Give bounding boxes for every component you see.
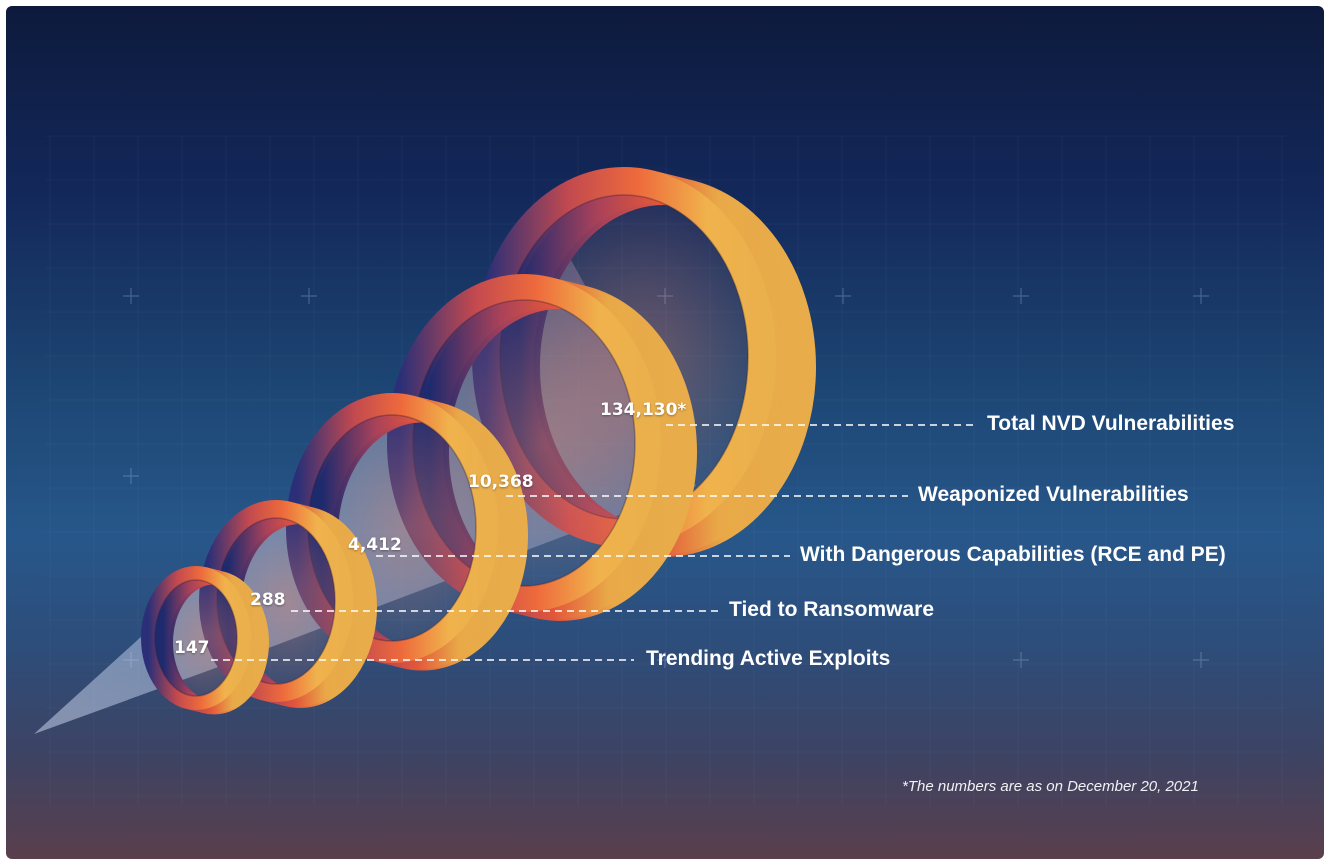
leader-lines <box>211 424 976 661</box>
ring-1 <box>141 566 269 715</box>
infographic-panel: Trending Active Exploits Tied to Ransomw… <box>6 6 1324 859</box>
funnel-rings <box>141 163 816 715</box>
value-dangerous-capabilities: 4,412 <box>348 535 402 555</box>
grid-cross <box>1193 652 1209 668</box>
label-total-nvd-vulnerabilities: Total NVD Vulnerabilities <box>987 412 1235 435</box>
grid-cross <box>657 652 673 668</box>
grid-cross <box>1193 288 1209 304</box>
value-tied-to-ransomware: 288 <box>250 590 286 610</box>
label-trending-active-exploits: Trending Active Exploits <box>646 647 891 670</box>
grid-cross <box>123 468 139 484</box>
grid-cross <box>1013 288 1029 304</box>
grid-cross <box>301 288 317 304</box>
grid-cross <box>1013 652 1029 668</box>
footnote: *The numbers are as on December 20, 2021 <box>902 778 1199 795</box>
label-tied-to-ransomware: Tied to Ransomware <box>729 598 934 621</box>
grid-cross <box>835 288 851 304</box>
value-trending-active-exploits: 147 <box>174 638 210 658</box>
grid-cross <box>123 288 139 304</box>
label-weaponized-vulnerabilities: Weaponized Vulnerabilities <box>918 483 1189 506</box>
label-dangerous-capabilities: With Dangerous Capabilities (RCE and PE) <box>800 543 1226 566</box>
funnel-chart <box>6 135 1286 806</box>
value-weaponized-vulnerabilities: 10,368 <box>468 472 534 492</box>
value-total-nvd-vulnerabilities: 134,130* <box>600 400 687 420</box>
